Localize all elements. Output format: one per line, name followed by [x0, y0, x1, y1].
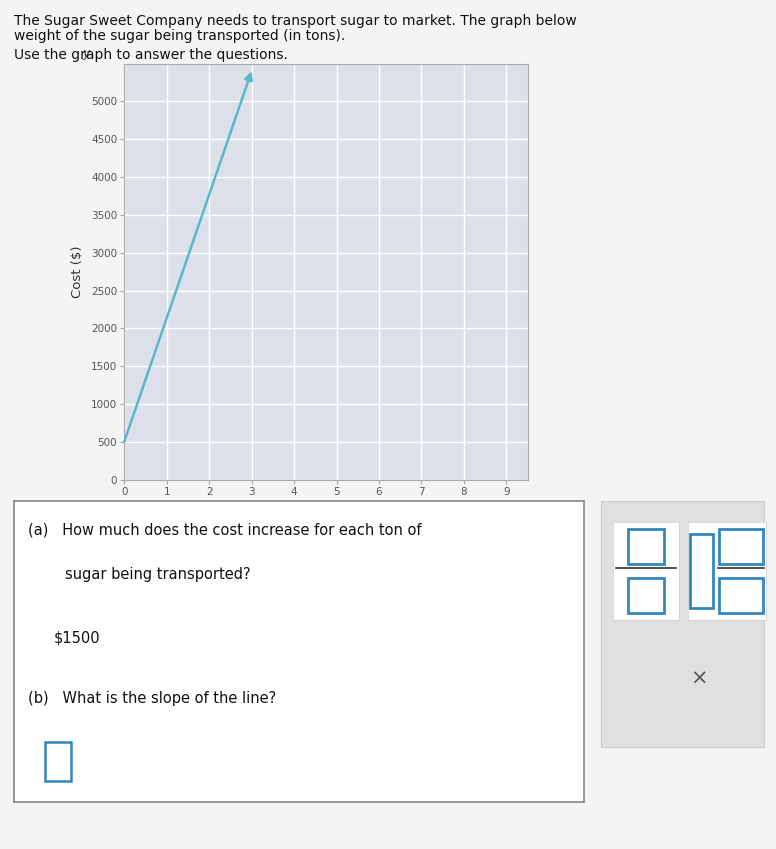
FancyBboxPatch shape [690, 534, 713, 608]
Text: sugar being transported?: sugar being transported? [28, 567, 251, 582]
Text: ×: × [691, 668, 708, 689]
Text: y: y [82, 47, 89, 59]
Text: Use the graph to answer the questions.: Use the graph to answer the questions. [14, 48, 288, 61]
FancyBboxPatch shape [628, 529, 664, 564]
X-axis label: Weight (tons): Weight (tons) [281, 503, 371, 516]
FancyBboxPatch shape [719, 529, 763, 564]
Text: The Sugar Sweet Company needs to transport sugar to market. The graph below: The Sugar Sweet Company needs to transpo… [14, 14, 577, 28]
Y-axis label: Cost ($): Cost ($) [71, 245, 84, 298]
Text: $1500: $1500 [54, 631, 101, 645]
Text: (b)   What is the slope of the line?: (b) What is the slope of the line? [28, 691, 276, 706]
FancyBboxPatch shape [719, 578, 763, 613]
Text: weight of the sugar being transported (in tons).: weight of the sugar being transported (i… [14, 29, 345, 42]
Text: (a)   How much does the cost increase for each ton of: (a) How much does the cost increase for … [28, 522, 421, 537]
FancyBboxPatch shape [628, 578, 664, 613]
Text: x: x [516, 511, 524, 525]
FancyBboxPatch shape [45, 742, 71, 781]
